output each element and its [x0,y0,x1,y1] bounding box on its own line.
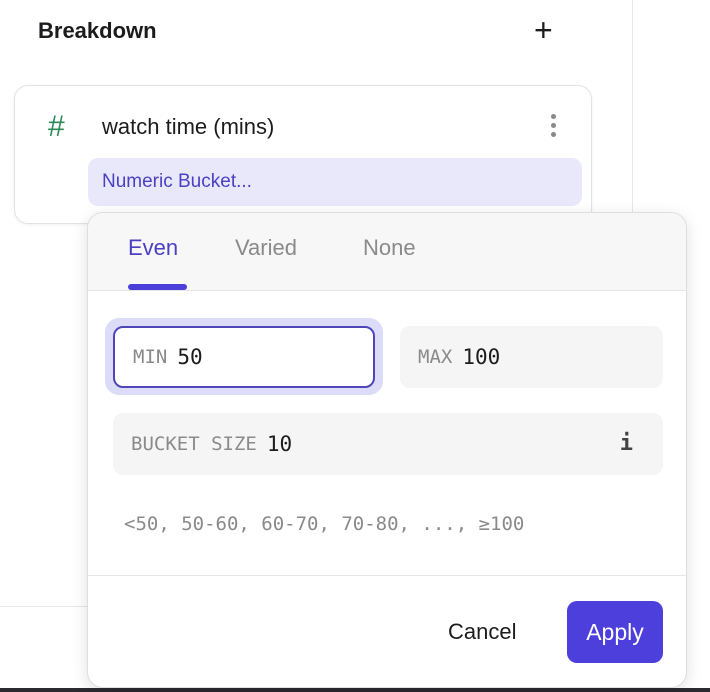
numeric-bucket-chip[interactable]: Numeric Bucket... [88,158,582,206]
info-icon[interactable]: i [619,431,633,456]
bucket-popover: Even Varied None MIN 50 MAX 100 BUCKET S… [87,212,687,688]
min-input[interactable]: MIN 50 [113,326,375,388]
tab-varied[interactable]: Varied [235,235,297,260]
active-tab-indicator [128,284,187,290]
hash-icon: # [48,110,65,143]
divider [0,606,90,607]
footer-divider [88,575,686,576]
min-label: MIN [133,346,168,368]
bucket-preview: <50, 50-60, 60-70, 70-80, ..., ≥100 [124,513,525,535]
bucket-size-value: 10 [266,432,293,456]
min-value: 50 [177,345,203,369]
breakdown-field-title: watch time (mins) [102,114,275,139]
bucket-size-input[interactable]: BUCKET SIZE 10 i [113,413,663,475]
max-input[interactable]: MAX 100 [400,326,663,388]
cancel-button[interactable]: Cancel [448,619,517,644]
tab-bar: Even Varied None [88,213,686,291]
plus-icon[interactable]: + [534,12,553,48]
section-title: Breakdown [38,18,157,43]
tab-even[interactable]: Even [128,235,179,260]
more-vertical-icon[interactable] [549,114,557,137]
tab-none[interactable]: None [363,235,416,260]
apply-button[interactable]: Apply [567,601,663,663]
max-value: 100 [462,345,501,369]
bucket-size-label: BUCKET SIZE [131,433,257,455]
max-label: MAX [418,346,453,368]
bottom-edge [0,688,710,692]
